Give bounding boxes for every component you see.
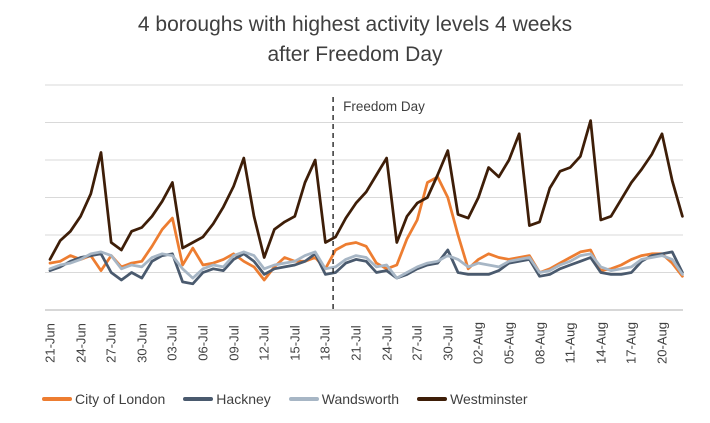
freedom-day-annotation-label: Freedom Day (343, 99, 425, 114)
legend-label: Westminster (450, 391, 528, 407)
legend-label: Wandsworth (321, 391, 400, 407)
legend: City of London Hackney Wandsworth Westminst… (42, 391, 528, 407)
legend-swatch (288, 396, 319, 402)
chart-title-line1: 4 boroughs with highest activity levels … (137, 13, 573, 36)
legend-item-westminster: Westminster (417, 391, 528, 407)
chart-title: 4 boroughs with highest activity levels … (0, 10, 710, 70)
legend-label: City of London (75, 391, 166, 407)
series-line-hackney (48, 248, 684, 286)
legend-item-wandsworth: Wandsworth (288, 391, 400, 407)
series-line-city-of-london (48, 175, 684, 282)
legend-swatch (417, 396, 448, 402)
legend-label: Hackney (216, 391, 271, 407)
series-line-westminster (48, 119, 684, 261)
series-line-wandsworth (48, 250, 684, 280)
chart-title-line2: after Freedom Day (267, 43, 443, 66)
legend-swatch (42, 396, 72, 402)
legend-item-city-of-london: City of London (42, 391, 165, 407)
legend-swatch (183, 396, 214, 402)
legend-item-hackney: Hackney (183, 391, 271, 407)
